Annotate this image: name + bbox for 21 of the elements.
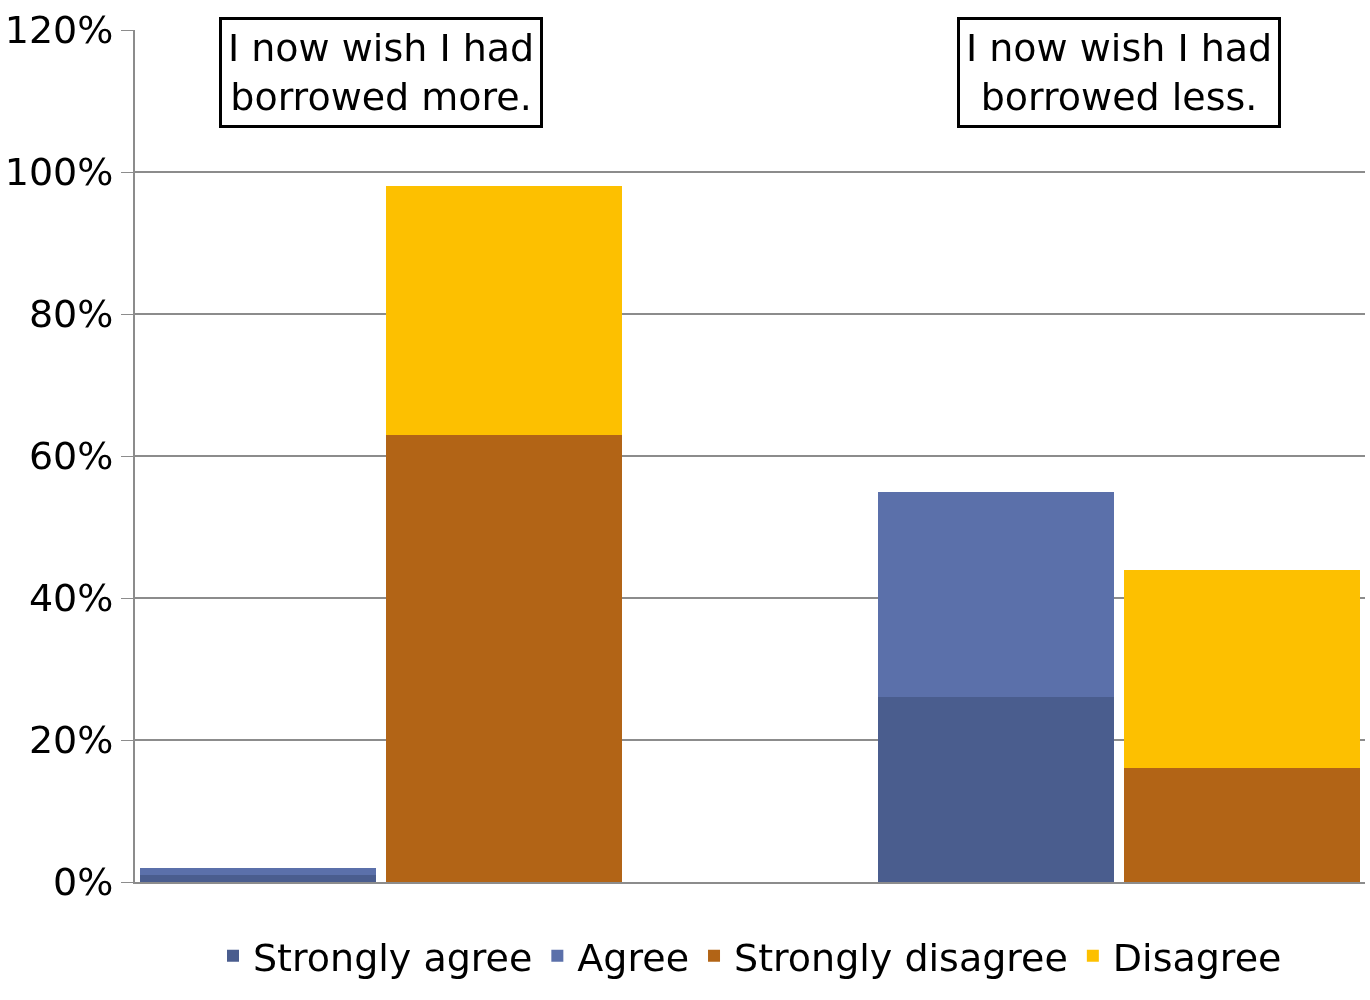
bar [385,434,623,882]
bar [877,697,1115,882]
bar [1123,768,1361,882]
bar [877,491,1115,698]
y-tick-label: 20% [28,718,114,763]
bar [139,874,377,882]
bar [1123,569,1361,769]
legend-label: Strongly agree [253,935,533,980]
y-tick-label: 100% [4,150,114,195]
bar [139,867,377,875]
y-tick-label: 120% [4,8,114,53]
y-tick-label: 40% [28,576,114,621]
y-tick-label: 80% [28,292,114,337]
annotation: I now wish I had borrowed less. [966,26,1273,120]
annotation: I now wish I had borrowed more. [228,26,535,120]
y-tick-label: 0% [53,860,114,905]
bar [385,186,623,435]
y-tick-label: 60% [28,434,114,479]
legend-label: Disagree [1112,935,1282,980]
legend-label: Strongly disagree [734,935,1068,980]
legend-label: Agree [577,935,690,980]
